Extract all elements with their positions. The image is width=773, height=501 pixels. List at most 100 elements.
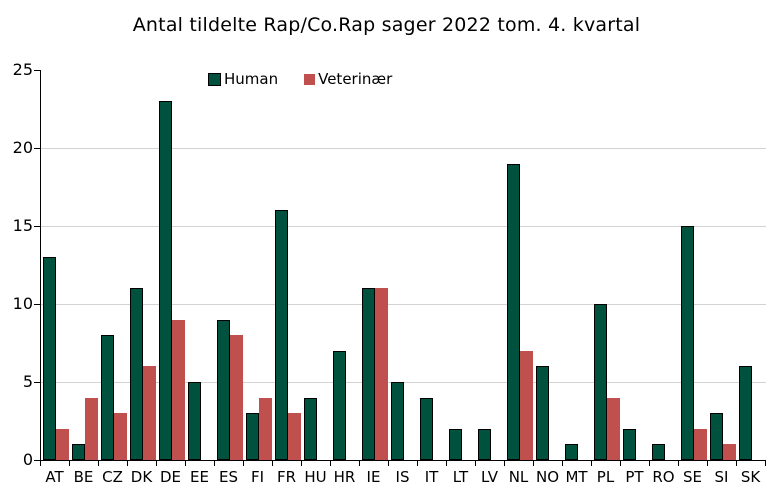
bar-veterinaer-es — [229, 335, 243, 460]
bar-human-pl — [593, 304, 607, 460]
bar-human-si — [709, 413, 723, 460]
x-axis-tick-22 — [677, 461, 679, 466]
x-axis-tick-7 — [242, 461, 244, 466]
y-axis-tick-20 — [34, 147, 40, 149]
bar-veterinaer-be — [84, 397, 98, 460]
x-axis-label-ie: IE — [366, 468, 381, 486]
x-axis-label-pl: PL — [596, 468, 615, 486]
y-axis-label-15: 15 — [12, 216, 33, 235]
x-axis-label-si: SI — [714, 468, 729, 486]
x-axis-tick-21 — [648, 461, 650, 466]
bar-human-no — [535, 366, 549, 460]
bar-veterinaer-fi — [258, 397, 272, 460]
bar-human-ie — [361, 288, 375, 460]
bar-human-se — [680, 226, 694, 460]
gridline-10 — [41, 303, 766, 305]
y-axis-label-20: 20 — [12, 138, 33, 157]
bar-veterinaer-nl — [519, 350, 533, 460]
bar-human-hu — [303, 397, 317, 460]
x-axis-label-cz: CZ — [102, 468, 123, 486]
x-axis-tick-0 — [39, 461, 41, 466]
x-axis-label-fi: FI — [250, 468, 265, 486]
bar-human-fr — [274, 210, 288, 460]
bar-human-at — [42, 257, 56, 460]
bar-human-pt — [622, 428, 636, 460]
x-axis-tick-13 — [416, 461, 418, 466]
x-axis-tick-12 — [387, 461, 389, 466]
x-axis-tick-16 — [503, 461, 505, 466]
y-axis-tick-5 — [34, 381, 40, 383]
x-axis-label-de: DE — [159, 468, 182, 486]
x-axis-label-lv: LV — [481, 468, 498, 486]
x-axis-tick-25 — [764, 461, 766, 466]
bar-veterinaer-fr — [287, 413, 301, 460]
chart-title: Antal tildelte Rap/Co.Rap sager 2022 tom… — [132, 14, 641, 36]
x-axis-tick-6 — [213, 461, 215, 466]
x-axis-tick-1 — [68, 461, 70, 466]
x-axis-label-sk: SK — [740, 468, 761, 486]
x-axis-tick-2 — [97, 461, 99, 466]
bar-human-hr — [332, 350, 346, 460]
x-axis-label-es: ES — [219, 468, 238, 486]
x-axis-tick-18 — [561, 461, 563, 466]
gridline-5 — [41, 381, 766, 383]
x-axis-label-se: SE — [683, 468, 702, 486]
x-axis-tick-8 — [271, 461, 273, 466]
bar-human-ee — [187, 382, 201, 460]
legend-item-human: Human — [208, 70, 278, 88]
gridline-15 — [41, 225, 766, 227]
bar-human-cz — [100, 335, 114, 460]
x-axis-tick-14 — [445, 461, 447, 466]
bar-human-ro — [651, 444, 665, 460]
human-legend-label: Human — [224, 70, 279, 88]
x-axis-tick-19 — [590, 461, 592, 466]
bar-human-de — [158, 101, 172, 460]
x-axis-label-ro: RO — [652, 468, 675, 486]
x-axis-tick-17 — [532, 461, 534, 466]
y-axis-tick-0 — [34, 459, 40, 461]
bar-veterinaer-de — [171, 319, 185, 460]
x-axis-tick-3 — [126, 461, 128, 466]
bar-human-mt — [564, 444, 578, 460]
x-axis-label-pt: PT — [625, 468, 644, 486]
bar-human-lt — [448, 428, 462, 460]
legend-item-veterinaer: Veterinær — [304, 70, 392, 88]
x-axis-label-ee: EE — [190, 468, 209, 486]
plot-area — [40, 70, 766, 461]
bar-human-dk — [129, 288, 143, 460]
x-axis-tick-11 — [358, 461, 360, 466]
legend: Human Veterinær — [208, 70, 392, 88]
bar-human-it — [419, 397, 433, 460]
bar-human-sk — [738, 366, 752, 460]
x-axis-label-at: AT — [45, 468, 64, 486]
bar-veterinaer-at — [55, 428, 69, 460]
x-axis-label-hu: HU — [304, 468, 327, 486]
veterinaer-legend-label: Veterinær — [318, 70, 393, 88]
x-axis-label-dk: DK — [130, 468, 153, 486]
x-axis-label-mt: MT — [565, 468, 588, 486]
x-axis-label-fr: FR — [276, 468, 297, 486]
x-axis-tick-15 — [474, 461, 476, 466]
x-axis-label-no: NO — [535, 468, 560, 486]
x-axis-label-be: BE — [73, 468, 94, 486]
x-axis-tick-10 — [329, 461, 331, 466]
y-axis-label-25: 25 — [12, 60, 33, 79]
bar-human-is — [390, 382, 404, 460]
x-axis-label-hr: HR — [333, 468, 356, 486]
bar-human-lv — [477, 428, 491, 460]
bar-veterinaer-cz — [113, 413, 127, 460]
bar-veterinaer-pl — [606, 397, 620, 460]
bar-veterinaer-ie — [374, 288, 388, 460]
human-legend-swatch-icon — [208, 72, 221, 86]
x-axis-tick-5 — [184, 461, 186, 466]
y-axis-tick-15 — [34, 225, 40, 227]
y-axis-label-5: 5 — [22, 372, 33, 391]
veterinaer-legend-swatch-icon — [304, 73, 316, 85]
x-axis-label-is: IS — [395, 468, 410, 486]
bar-veterinaer-dk — [142, 366, 156, 460]
y-axis-tick-10 — [34, 303, 40, 305]
y-axis-label-0: 0 — [22, 450, 33, 469]
x-axis-label-nl: NL — [508, 468, 529, 486]
x-axis-label-lt: LT — [452, 468, 469, 486]
